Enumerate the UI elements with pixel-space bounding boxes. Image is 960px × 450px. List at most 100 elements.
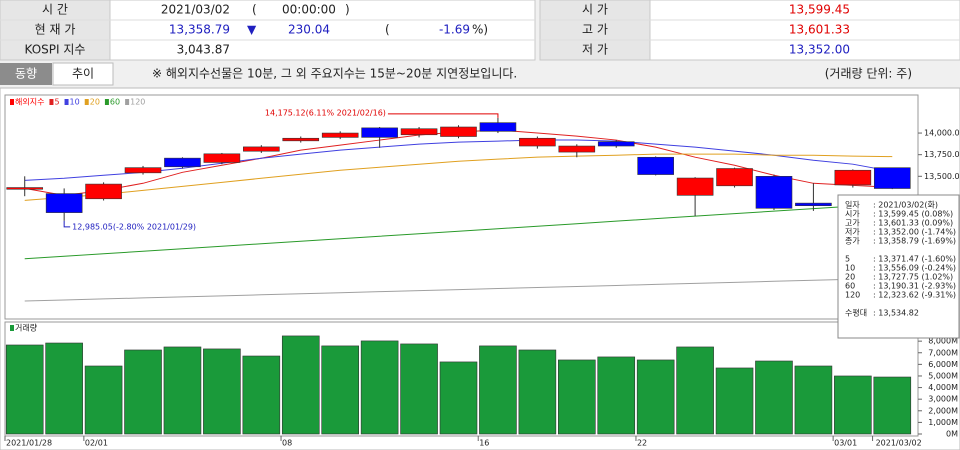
arrow: ▼ [247,23,257,37]
y-tick-label: 5,000M [928,371,958,380]
date: 2021/03/02 [161,3,230,17]
info-label: 시가 [845,210,860,219]
candle-body [203,153,241,163]
info-label: 5 [845,255,850,264]
info-value: : 13,371.47 (-1.60%) [873,255,956,264]
volume-bar [84,365,123,435]
tab[interactable] [52,62,114,86]
info-label: 종가 [845,237,860,246]
label: 저 가 [582,43,608,57]
volume-bar [400,343,438,435]
candle-body [795,202,832,207]
volume-bar [755,360,793,435]
change: 230.04 [288,23,330,37]
candle-body [361,127,398,138]
volume-bar [479,345,517,435]
legend-swatch [10,325,14,331]
volume-bar [597,356,636,435]
candle-body [440,126,477,137]
info-value: : 13,534.82 [873,309,919,318]
volume-label: 거래량 [15,323,38,333]
candle-body [676,177,714,196]
label: 현 재 가 [35,23,76,37]
volume-bar [794,365,833,435]
candle-body [282,137,320,142]
candle-body [6,187,44,190]
volume-bar [163,346,202,435]
y-tick-label: 0M [946,430,958,439]
current: 13,358.79 [169,23,230,37]
y-tick-label: 14,000.00 [924,129,960,138]
legend-swatch [104,99,109,105]
legend-swatch [64,99,69,105]
info-value: : 13,556.09 (-0.24%) [873,264,956,273]
notice: ※ 해외지수선물은 10분, 그 외 주요지수는 15분~20분 지연정보입니다… [152,67,517,81]
x-tick-label: 2021/01/28 [6,439,52,448]
volume-bar [439,361,478,435]
high: 13,601.33 [789,23,850,37]
label: 시 가 [582,3,608,17]
y-tick-label: 8,000M [928,337,958,346]
annotation-arrow [63,220,71,228]
candle-body [755,175,793,209]
tab-label[interactable]: 추이 [72,67,94,81]
x-tick-label: 03/01 [834,439,857,448]
candle-body [243,146,280,152]
paren: ) [345,3,350,17]
volume-bar [715,367,754,435]
x-tick-label: 08 [282,439,292,448]
info-box [837,194,960,339]
y-tick-label: 7,000M [928,348,958,357]
annotation: 12,985.05(-2.80% 2021/01/29) [72,222,196,231]
tab[interactable] [0,63,52,85]
y-tick-label: 6,000M [928,360,958,369]
label: KOSPI 지수 [25,43,86,57]
x-tick-label: 02/01 [85,439,108,448]
moving-average [24,202,893,260]
annotation-arrow [387,113,499,118]
info-value: : 13,727.75 (1.02%) [873,273,953,282]
candle-body [519,137,556,147]
candle-body [124,167,162,174]
candle-body [45,193,83,213]
info-label: 수평대 [845,308,867,318]
info-value: : 12,323.62 (-9.31%) [873,291,956,300]
legend-label: 10 [70,98,80,107]
legend-label: 20 [90,98,100,107]
candle-body [834,169,872,186]
header-label-cell [0,0,111,61]
low: 13,352.00 [789,43,850,57]
info-value: : 13,601.33 (0.09%) [873,219,953,228]
legend-label: 5 [54,98,59,107]
volume-bar [203,348,241,435]
legend-swatch [10,99,14,105]
y-tick-label: 13,750.00 [924,150,960,159]
legend-label: 120 [130,98,145,107]
paren: %) [472,23,488,37]
volume-bar [360,340,399,435]
volume-bar [242,355,281,435]
info-label: 20 [845,273,855,282]
candle-body [164,157,201,168]
volume-bar [5,344,44,435]
volume-bar [636,359,675,435]
legend-swatch [49,99,54,105]
volume-bar [558,359,596,435]
header-label-cell [539,0,651,61]
y-tick-label: 3,000M [928,395,958,404]
candle-body [400,128,438,136]
y-tick-label: 1,000M [928,418,958,427]
legend-label: 해외지수 [15,97,44,107]
volume-bar [321,345,359,435]
candle-body [637,156,674,175]
volume-bar [124,349,162,435]
label: 고 가 [582,23,608,37]
info-value: : 13,358.79 (-1.69%) [873,237,956,246]
moving-average [24,139,893,181]
legend-label: 60 [110,98,120,107]
volume-bar [873,376,912,435]
candle-body [321,132,359,138]
tab-label[interactable]: 동향 [15,67,37,81]
legend-swatch [125,99,130,105]
